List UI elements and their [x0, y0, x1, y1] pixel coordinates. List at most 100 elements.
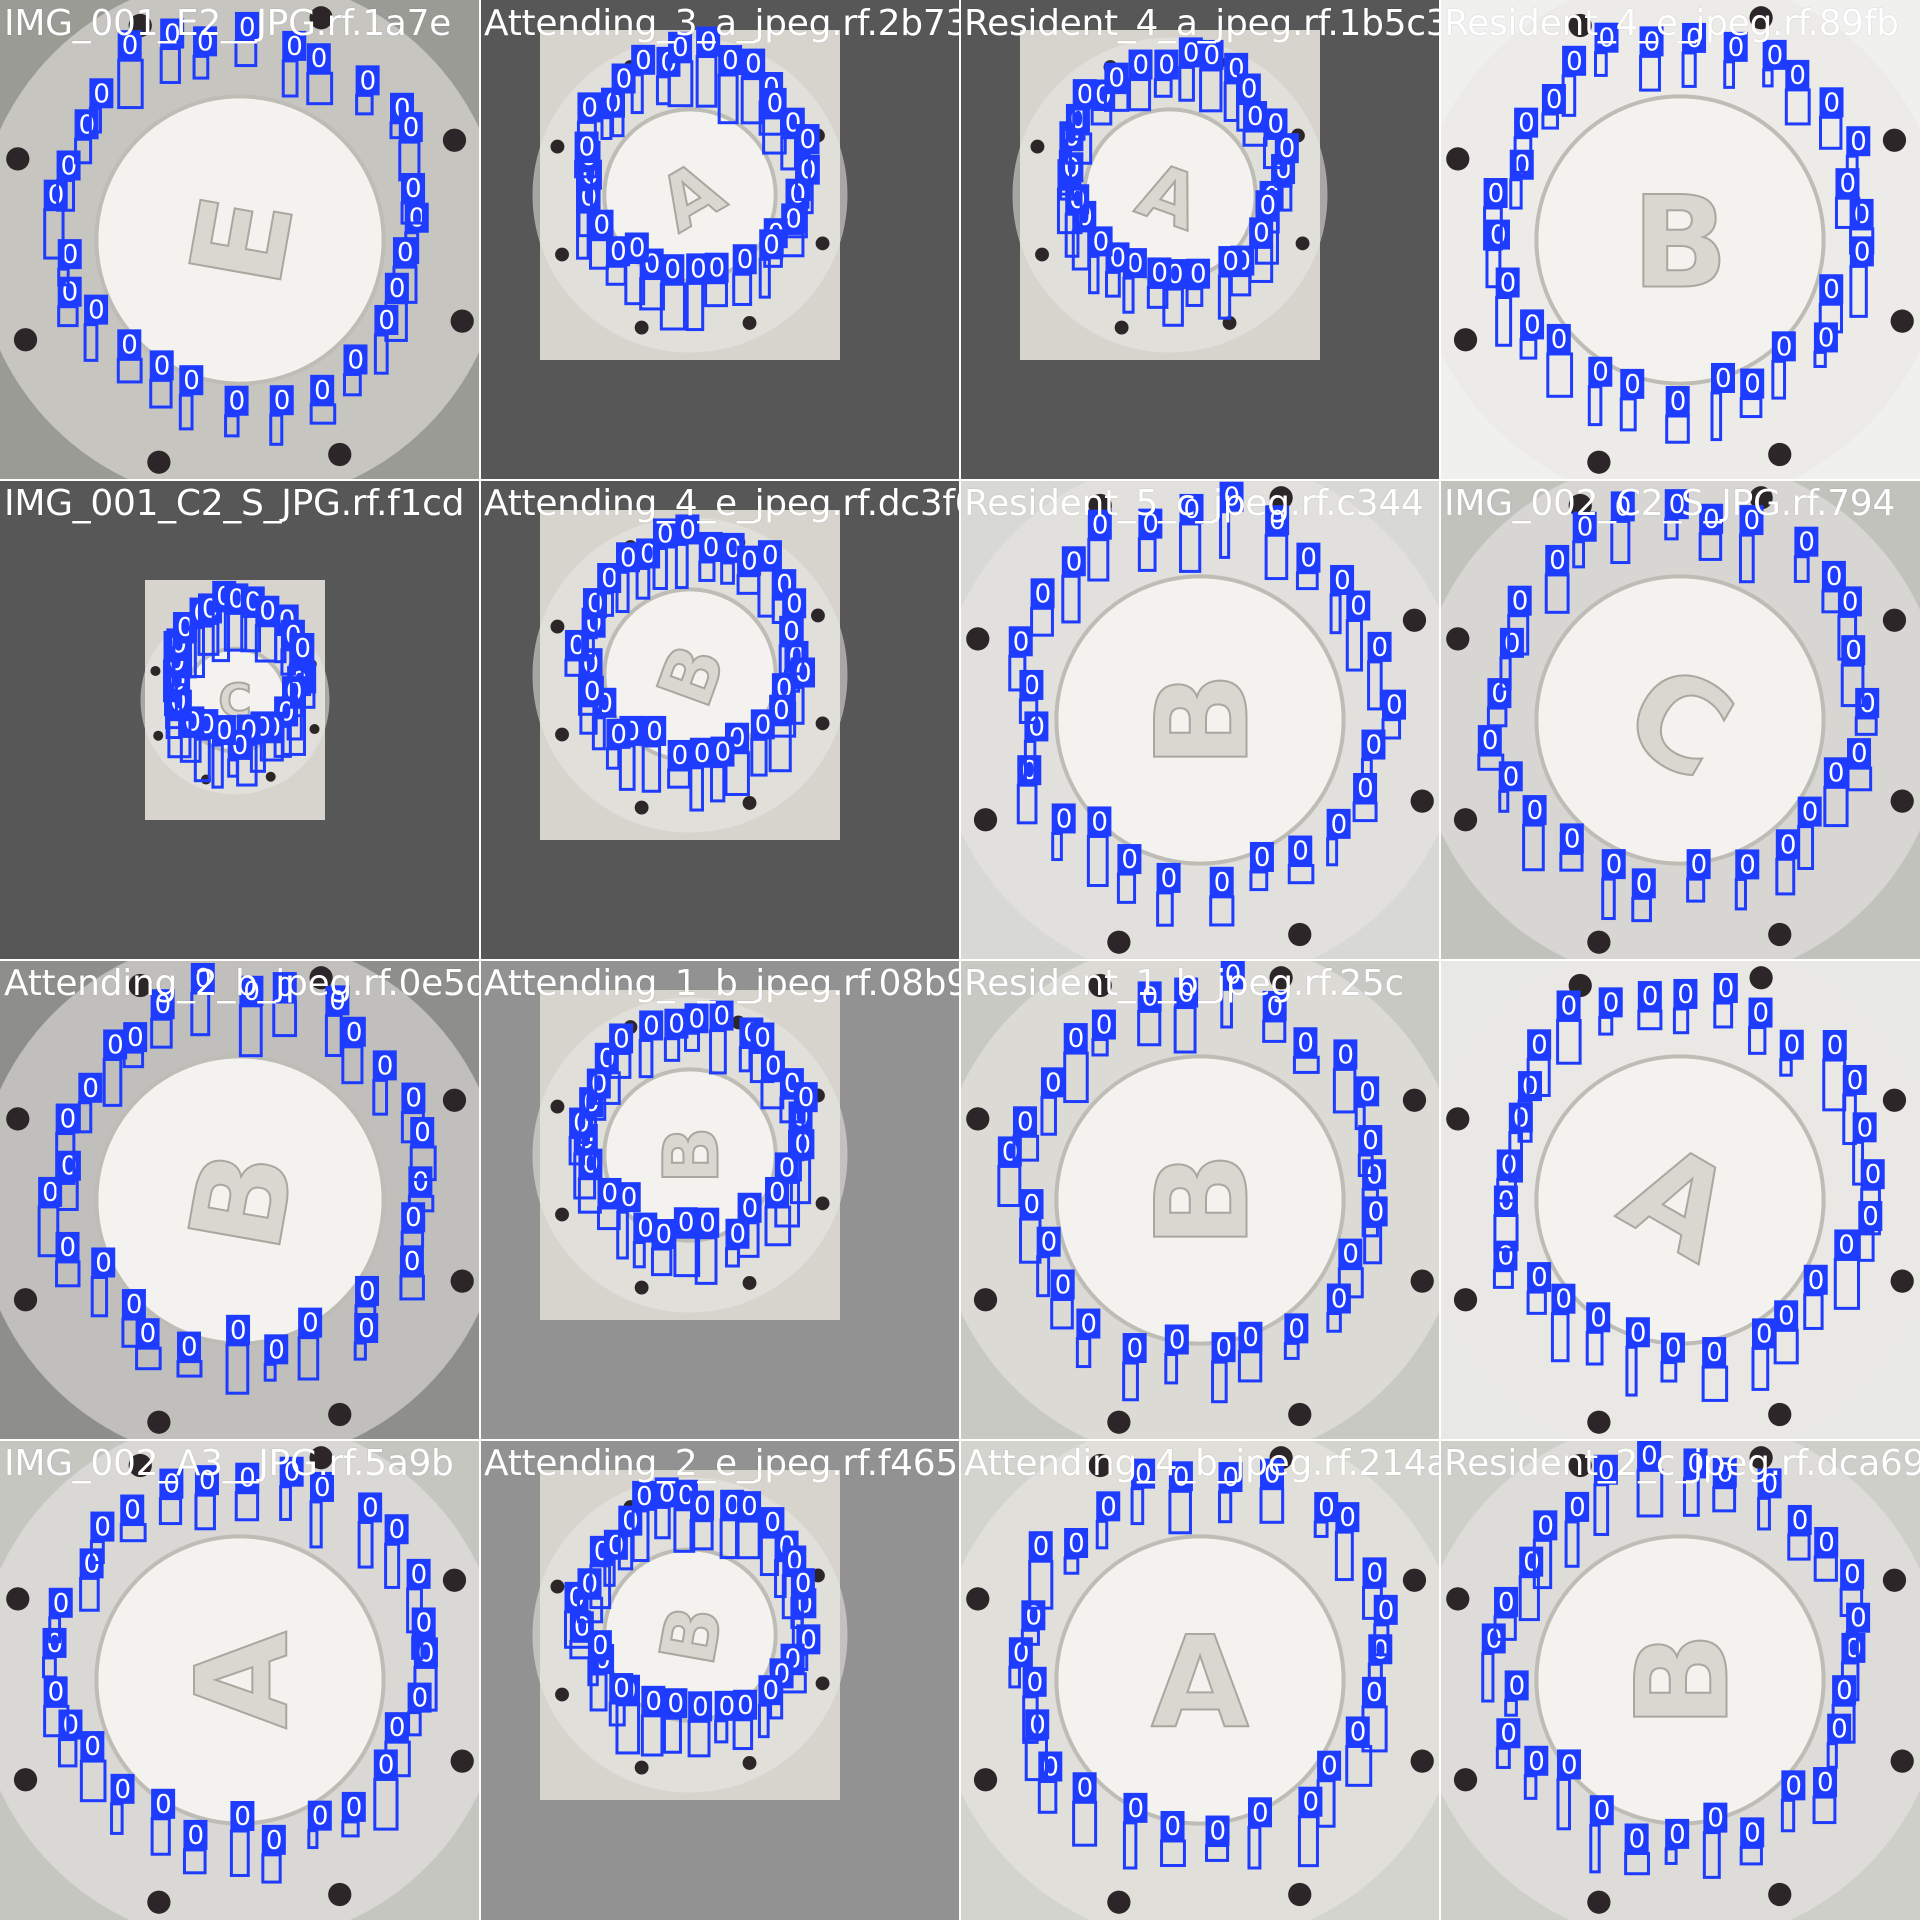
detection-class-label: 0: [664, 255, 681, 285]
detection-class-label: 0: [1041, 1228, 1058, 1258]
detection-class-label: 0: [659, 1478, 676, 1508]
detection-class-label: 0: [1564, 824, 1581, 854]
screw-hole: [1453, 328, 1478, 352]
screw-hole: [1882, 128, 1907, 152]
detection-box: 0: [1095, 1491, 1121, 1550]
detection-class-label: 0: [636, 1482, 653, 1512]
detection-class-label: 0: [1386, 691, 1403, 721]
detection-box: 0: [630, 44, 656, 115]
detection-box: 0: [1751, 1318, 1776, 1391]
detection-box: 0: [1593, 1454, 1618, 1536]
detection-class-label: 0: [579, 133, 596, 163]
detection-class-label: 0: [1744, 370, 1761, 400]
detection-box: 0: [234, 11, 259, 68]
detection-box: 0: [1357, 1125, 1383, 1178]
detection-box: 0: [238, 975, 264, 1058]
detection-box: 0: [1217, 1462, 1243, 1524]
detection-box: 0: [1334, 1502, 1360, 1582]
detection-class-label: 0: [742, 1194, 759, 1224]
detection-class-label: 0: [1247, 102, 1264, 132]
screw-hole: [742, 316, 757, 330]
screw-hole: [1114, 320, 1129, 335]
detection-class-label: 0: [762, 541, 779, 571]
detection-box: 0: [1495, 1718, 1521, 1769]
detection-box: 0: [667, 31, 694, 108]
detection-box: 0: [1664, 1818, 1690, 1865]
detection-class-label: 0: [1707, 1804, 1724, 1834]
detection-box: 0: [1757, 1468, 1782, 1531]
detection-box: 0: [1264, 505, 1290, 581]
detection-box: 0: [159, 18, 185, 84]
screw-hole: [1295, 236, 1310, 251]
detection-class-label: 0: [1603, 988, 1620, 1018]
detection-box: 0: [1507, 585, 1532, 656]
detection-box: 0: [1122, 1333, 1147, 1402]
detection-box: 0: [631, 1480, 657, 1563]
detection-class-label: 0: [164, 20, 181, 50]
detection-box: 0: [698, 531, 723, 582]
detection-class-label: 0: [1490, 221, 1507, 251]
detection-box: 0: [110, 1773, 135, 1835]
detection-class-label: 0: [187, 1821, 204, 1851]
detection-box: 0: [176, 1331, 203, 1378]
detection-box: 0: [400, 173, 426, 225]
detection-class-label: 0: [1216, 1333, 1233, 1363]
screw-hole: [147, 1890, 171, 1914]
center-disc: [1054, 1054, 1346, 1346]
detection-box: 0: [608, 1673, 634, 1727]
detection-class-label: 0: [1824, 88, 1841, 118]
screw-hole: [450, 1749, 474, 1773]
detection-box: 0: [122, 1022, 148, 1069]
detection-class-label: 0: [1222, 247, 1239, 277]
detection-box: 0: [1660, 1332, 1685, 1383]
detection-class-label: 0: [1342, 1240, 1359, 1270]
detection-box: 0: [641, 715, 667, 793]
detection-box: 0: [90, 1247, 116, 1318]
screw-hole: [555, 1207, 569, 1222]
detection-box: 0: [1775, 829, 1800, 896]
mosaic-tile: B 0 0 0 0 0 0 0 0 0 0 0 0 0 0 0 0 0 0 0 0 0 0 0 0 0 0 Resident_5_c_…: [960, 480, 1440, 960]
detection-class-label: 0: [1792, 1506, 1809, 1536]
detection-box: 0: [1103, 62, 1130, 112]
detection-class-label: 0: [84, 1549, 101, 1579]
detection-box: 0: [724, 1218, 750, 1268]
detection-box: 0: [158, 1468, 184, 1526]
detection-box: 0: [88, 78, 114, 134]
screw-hole: [1749, 486, 1773, 510]
detection-class-label: 0: [1522, 1072, 1539, 1102]
detection-class-label: 0: [1500, 1719, 1517, 1749]
detection-class-label: 0: [637, 1214, 654, 1244]
mosaic-tile: A 0 0 0 0 0 0 0 0 0 0 0 0 0 0 0 0 0 0 0 0 0 0 0 0 0 0 0 0 IMG_002_A3_…: [0, 1440, 480, 1920]
detection-box: 0: [667, 739, 692, 789]
detection-box: 0: [1773, 1300, 1799, 1365]
detection-box: 0: [1550, 1283, 1576, 1363]
detection-box: 0: [1063, 1023, 1089, 1104]
detection-box: 0: [740, 48, 766, 125]
detection-class-label: 0: [358, 1314, 375, 1344]
detection-class-label: 0: [621, 1183, 638, 1213]
detection-box: 0: [605, 236, 631, 286]
embossed-letter: B: [1128, 1152, 1276, 1249]
detection-box: 0: [1381, 689, 1407, 740]
detection-box: 0: [1242, 101, 1268, 147]
detection-class-label: 0: [773, 696, 790, 726]
detection-box: 0: [1739, 1817, 1765, 1866]
detection-class-label: 0: [1500, 269, 1517, 299]
detection-box: 0: [1477, 725, 1505, 771]
detection-class-label: 0: [1225, 960, 1242, 990]
detection-box: 0: [687, 1691, 713, 1758]
detection-class-label: 0: [1077, 80, 1094, 110]
detection-box: 0: [1702, 1802, 1728, 1879]
detection-class-label: 0: [1372, 1635, 1389, 1665]
detection-box: 0: [1546, 323, 1574, 398]
detection-class-label: 0: [1151, 258, 1168, 288]
detection-class-label: 0: [389, 1713, 406, 1743]
detection-box: 0: [306, 43, 334, 106]
detection-class-label: 0: [1850, 127, 1867, 157]
detection-box: 0: [1168, 1461, 1193, 1535]
detection-class-label: 0: [1780, 830, 1797, 860]
screw-hole: [1890, 789, 1914, 813]
detection-box: 0: [757, 1675, 783, 1739]
detection-class-label: 0: [409, 204, 426, 234]
detection-box: 0: [578, 648, 603, 716]
